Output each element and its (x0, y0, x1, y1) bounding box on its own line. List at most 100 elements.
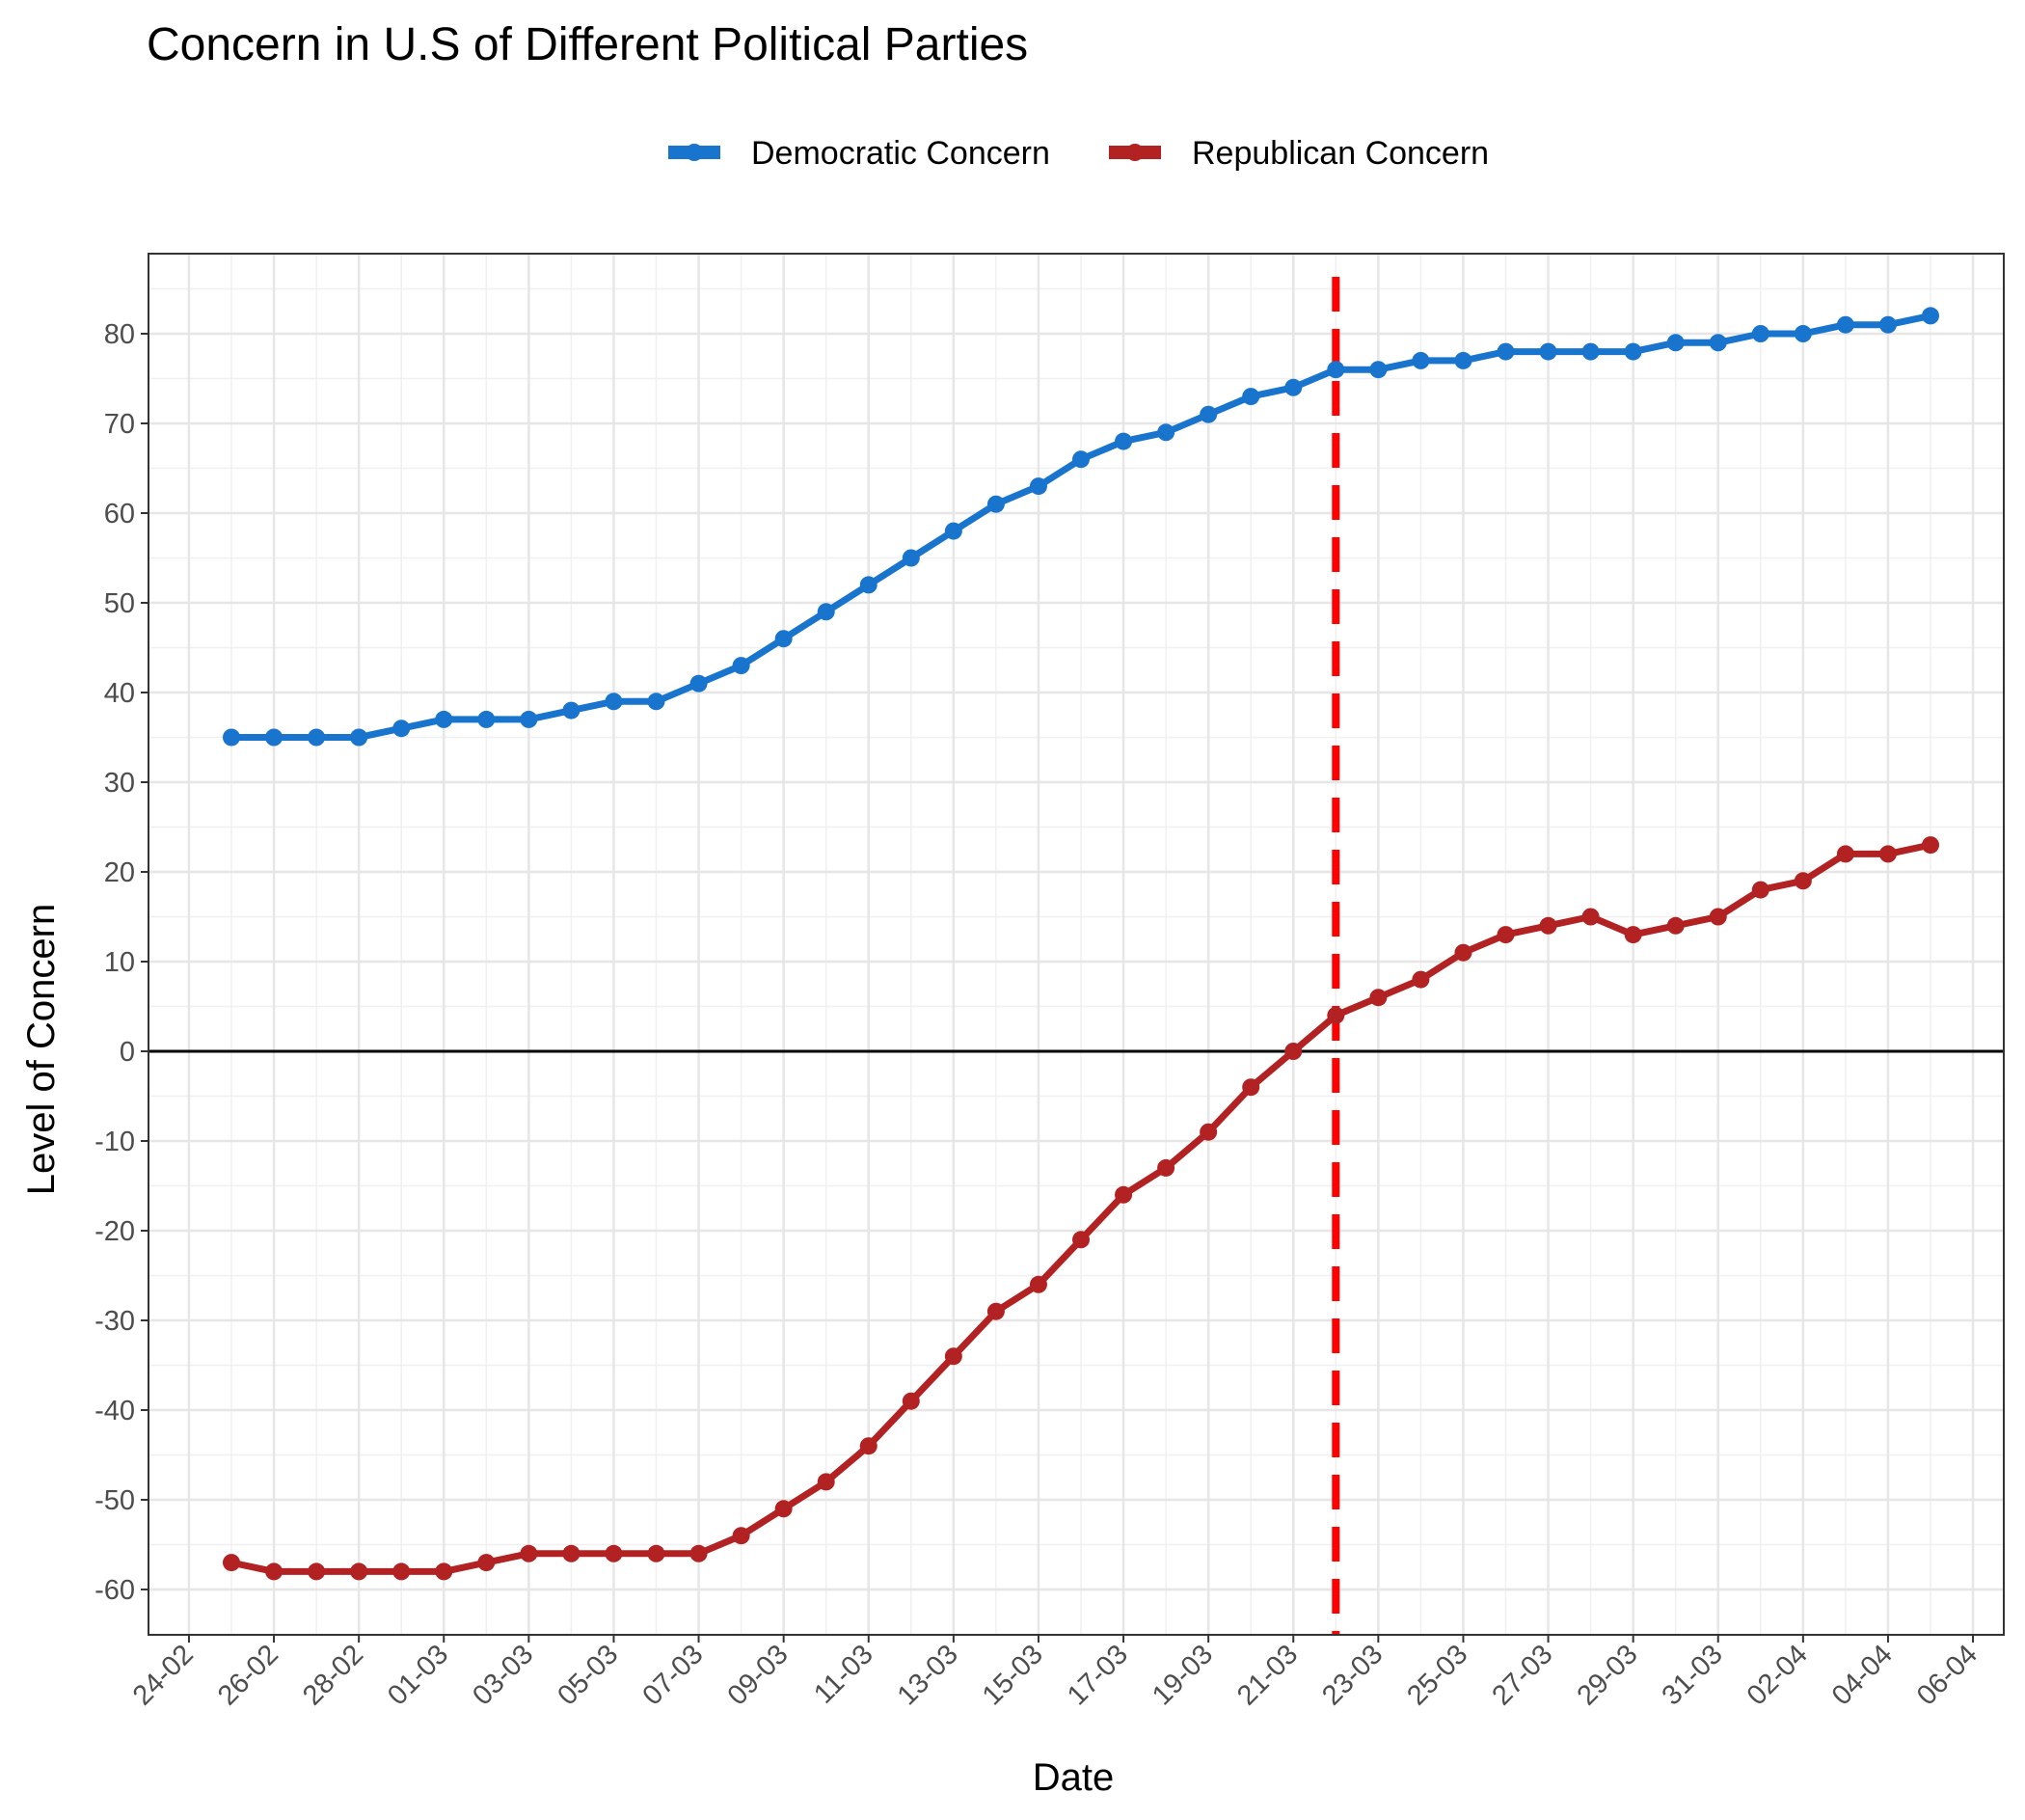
data-point (1751, 325, 1769, 342)
x-tick-label: 13-03 (892, 1639, 964, 1711)
data-point (1327, 361, 1345, 379)
x-tick-label: 09-03 (722, 1639, 795, 1711)
data-point (350, 728, 368, 747)
y-tick-label: -50 (94, 1485, 135, 1516)
data-point (1454, 943, 1472, 962)
data-point (732, 1527, 750, 1545)
y-tick-label: -10 (94, 1127, 135, 1157)
chart-title: Concern in U.S of Different Political Pa… (147, 19, 1028, 70)
data-point (1029, 477, 1047, 496)
data-point (902, 549, 920, 567)
data-point (859, 576, 878, 594)
y-tick-label: 80 (104, 319, 135, 350)
data-point (1029, 1275, 1047, 1293)
y-axis-title: Level of Concern (20, 904, 63, 1195)
data-point (1200, 1123, 1218, 1141)
data-point (944, 1347, 962, 1366)
x-tick-label: 03-03 (467, 1639, 539, 1711)
data-point (1709, 908, 1727, 926)
x-tick-label: 06-04 (1911, 1639, 1984, 1711)
x-tick-label: 28-02 (297, 1639, 369, 1711)
data-point (986, 1302, 1005, 1320)
data-point (223, 728, 240, 747)
data-point (562, 701, 580, 720)
x-axis-title: Date (1033, 1756, 1115, 1799)
data-point (1794, 872, 1812, 890)
grid-minor (148, 254, 2004, 1636)
data-point (350, 1562, 368, 1581)
data-point (520, 1544, 538, 1562)
data-point (1369, 361, 1388, 379)
data-point (817, 1473, 835, 1491)
data-point (605, 1544, 623, 1562)
data-point (944, 522, 962, 540)
x-tick-label: 29-03 (1572, 1639, 1644, 1711)
x-tick-label: 19-03 (1147, 1639, 1219, 1711)
y-tick-label: -40 (94, 1396, 135, 1426)
data-point (1115, 1185, 1133, 1204)
data-point (1878, 315, 1897, 334)
data-point (902, 1392, 920, 1410)
x-tick-label: 15-03 (977, 1639, 1049, 1711)
x-tick-label: 23-03 (1316, 1639, 1389, 1711)
data-point (1200, 405, 1218, 423)
y-tick-label: 40 (104, 678, 135, 709)
y-axis-labels: 80 70 60 50 40 30 20 10 0 -10 -20 -30 -40 -50 -60 (94, 319, 135, 1606)
data-point (1497, 342, 1515, 361)
x-tick-label: 26-02 (212, 1639, 284, 1711)
data-point (689, 674, 708, 693)
data-point (1242, 1078, 1260, 1097)
data-point (774, 630, 793, 648)
data-point (1922, 307, 1939, 325)
data-point (435, 1562, 453, 1581)
data-point (1581, 342, 1600, 361)
data-point (1624, 342, 1642, 361)
data-point (477, 1554, 496, 1572)
legend-label-democratic: Democratic Concern (751, 135, 1050, 172)
data-point (265, 728, 284, 747)
data-point (1878, 845, 1897, 863)
data-point (1581, 908, 1600, 926)
data-point (859, 1437, 878, 1455)
data-point (732, 657, 750, 675)
series-layer (223, 307, 1939, 1581)
data-point (1666, 916, 1685, 935)
data-point (1539, 342, 1557, 361)
x-tick-label: 04-04 (1826, 1639, 1899, 1711)
data-point (1157, 423, 1175, 442)
x-tick-label: 21-03 (1231, 1639, 1304, 1711)
data-point (520, 710, 538, 728)
grid-major (148, 254, 2004, 1635)
data-point (1369, 989, 1388, 1007)
legend-marker-republican (1126, 144, 1144, 161)
data-point (392, 720, 411, 738)
y-tick-label: 30 (104, 768, 135, 799)
reference-lines (148, 277, 2004, 1635)
data-point (817, 603, 835, 621)
legend-label-republican: Republican Concern (1192, 135, 1489, 172)
y-tick-label: -20 (94, 1216, 135, 1247)
x-tick-label: 17-03 (1062, 1639, 1134, 1711)
axis-ticks (141, 333, 1975, 1643)
data-point (605, 693, 623, 711)
data-point (986, 495, 1005, 513)
data-point (647, 1544, 665, 1562)
data-point (1836, 315, 1854, 334)
data-point (1284, 378, 1303, 396)
data-point (392, 1562, 411, 1581)
data-point (1497, 926, 1515, 944)
data-point (1922, 836, 1939, 855)
data-point (477, 710, 496, 728)
x-tick-label: 01-03 (382, 1639, 454, 1711)
data-point (1454, 351, 1472, 369)
data-point (1412, 970, 1430, 989)
x-tick-label: 02-04 (1742, 1639, 1814, 1711)
y-tick-label: -60 (94, 1575, 135, 1606)
y-tick-label: 10 (104, 947, 135, 978)
x-tick-label: 07-03 (636, 1639, 709, 1711)
data-point (1284, 1043, 1303, 1060)
x-tick-label: 11-03 (808, 1639, 879, 1710)
data-point (1836, 845, 1854, 863)
data-point (1666, 334, 1685, 352)
